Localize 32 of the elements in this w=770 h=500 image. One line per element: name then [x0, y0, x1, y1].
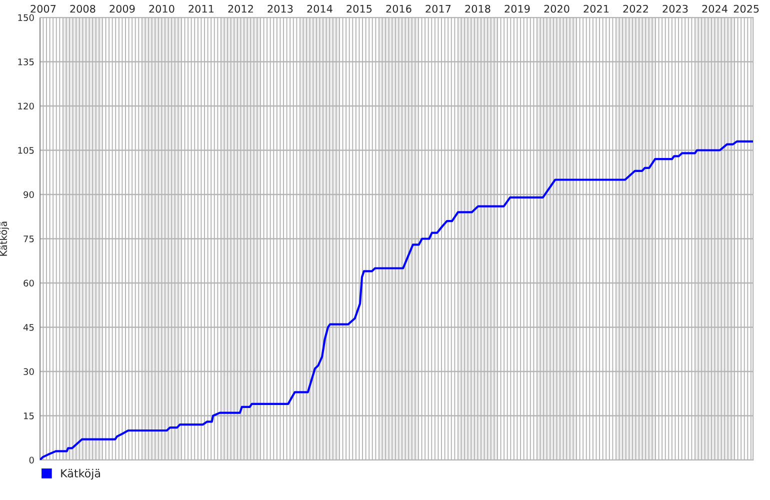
x-tick-label: 2014 — [307, 4, 332, 13]
x-tick-label: 2017 — [426, 4, 451, 13]
x-tick-label: 2021 — [584, 4, 609, 13]
x-tick-label: 2010 — [149, 4, 174, 13]
x-tick-label: 2019 — [504, 4, 530, 13]
y-tick-label: 30 — [24, 368, 34, 376]
x-tick-label: 2012 — [228, 4, 253, 13]
y-tick-label: 135 — [18, 58, 34, 66]
x-tick-label: 2013 — [268, 4, 293, 13]
y-tick-label: 150 — [18, 14, 34, 22]
y-tick-label: 60 — [24, 280, 34, 287]
y-tick-label: 105 — [18, 146, 34, 154]
y-tick-label: 90 — [24, 191, 34, 198]
x-tick-label: 2016 — [386, 4, 412, 13]
y-tick-label: 120 — [18, 102, 34, 110]
x-tick-label: 2007 — [30, 4, 56, 13]
x-tick-label: 2024 — [702, 4, 728, 13]
x-tick-label: 2018 — [465, 4, 490, 13]
y-axis-title: Kätköjä — [0, 222, 9, 256]
y-tick-label: 15 — [24, 412, 34, 420]
x-tick-label: 2020 — [544, 4, 570, 13]
legend-label: Kätköjä — [61, 468, 100, 480]
x-tick-label: 2023 — [662, 4, 688, 13]
x-tick-label: 2022 — [623, 4, 648, 13]
y-tick-label: 75 — [24, 236, 34, 242]
y-tick-label: 45 — [23, 324, 34, 331]
x-tick-label: 2015 — [346, 4, 372, 13]
x-tick-label: 2025 — [734, 4, 759, 13]
y-tick-label: 0 — [29, 456, 34, 464]
x-tick-label: 2008 — [70, 4, 96, 13]
x-tick-label: 2009 — [110, 4, 135, 13]
x-tick-label: 2011 — [188, 4, 214, 13]
